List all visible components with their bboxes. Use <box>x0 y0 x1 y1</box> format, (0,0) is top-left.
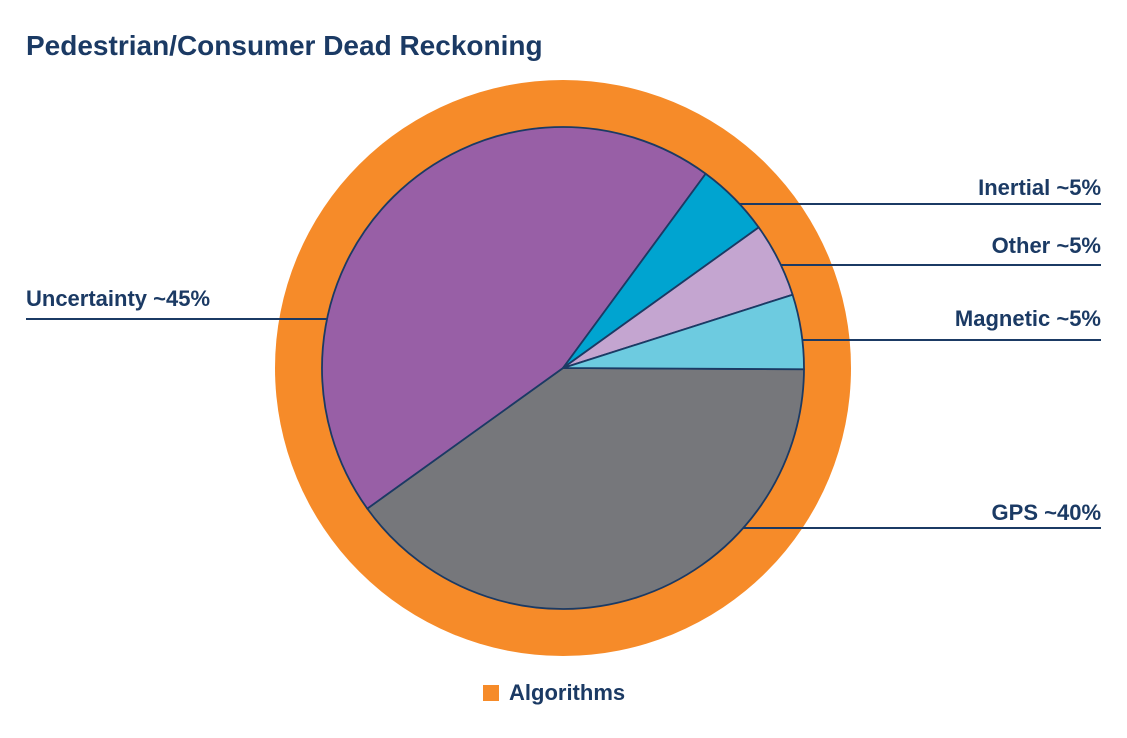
legend-label-algorithms: Algorithms <box>509 680 626 705</box>
label-other: Other ~5% <box>992 233 1101 258</box>
slice-uncertainty <box>321 126 707 510</box>
legend-swatch-algorithms <box>483 685 499 701</box>
legend: Algorithms <box>483 680 625 706</box>
slice-magnetic <box>562 293 805 371</box>
slice-gps <box>366 367 805 610</box>
label-uncertainty: Uncertainty ~45% <box>26 286 210 311</box>
label-gps: GPS ~40% <box>992 500 1101 525</box>
label-inertial: Inertial ~5% <box>978 175 1101 200</box>
chart-title: Pedestrian/Consumer Dead Reckoning <box>26 30 543 61</box>
label-magnetic: Magnetic ~5% <box>955 306 1101 331</box>
